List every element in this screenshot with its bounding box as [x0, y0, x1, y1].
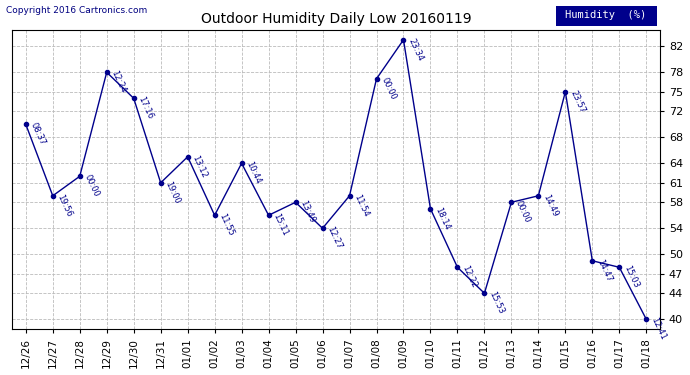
Text: Humidity  (%): Humidity (%) — [565, 10, 647, 20]
Text: 00:00: 00:00 — [380, 76, 397, 101]
Text: 12:27: 12:27 — [325, 225, 344, 251]
Text: 14:49: 14:49 — [541, 193, 560, 218]
Text: 13:12: 13:12 — [190, 154, 208, 180]
Text: 11:54: 11:54 — [353, 193, 371, 218]
Text: 19:00: 19:00 — [164, 180, 181, 206]
Text: 00:00: 00:00 — [83, 174, 101, 199]
Text: 15:03: 15:03 — [622, 264, 640, 290]
Text: Copyright 2016 Cartronics.com: Copyright 2016 Cartronics.com — [6, 6, 147, 15]
Text: 08:37: 08:37 — [28, 122, 47, 147]
Text: 12:41: 12:41 — [649, 316, 667, 342]
Text: 23:34: 23:34 — [406, 37, 424, 63]
Text: 19:56: 19:56 — [55, 193, 74, 219]
Text: 17:16: 17:16 — [137, 96, 155, 121]
Text: 11:55: 11:55 — [217, 213, 235, 238]
Text: 15:11: 15:11 — [271, 213, 290, 238]
Text: 18:14: 18:14 — [433, 206, 451, 231]
Text: 15:53: 15:53 — [487, 291, 506, 316]
FancyBboxPatch shape — [556, 6, 657, 26]
Text: 00:00: 00:00 — [514, 200, 533, 225]
Title: Outdoor Humidity Daily Low 20160119: Outdoor Humidity Daily Low 20160119 — [201, 12, 471, 26]
Text: 14:47: 14:47 — [595, 258, 613, 284]
Text: 12:24: 12:24 — [110, 69, 128, 95]
Text: 12:22: 12:22 — [460, 264, 478, 290]
Text: 23:57: 23:57 — [568, 89, 586, 115]
Text: 10:44: 10:44 — [244, 160, 263, 186]
Text: 13:49: 13:49 — [298, 200, 317, 225]
